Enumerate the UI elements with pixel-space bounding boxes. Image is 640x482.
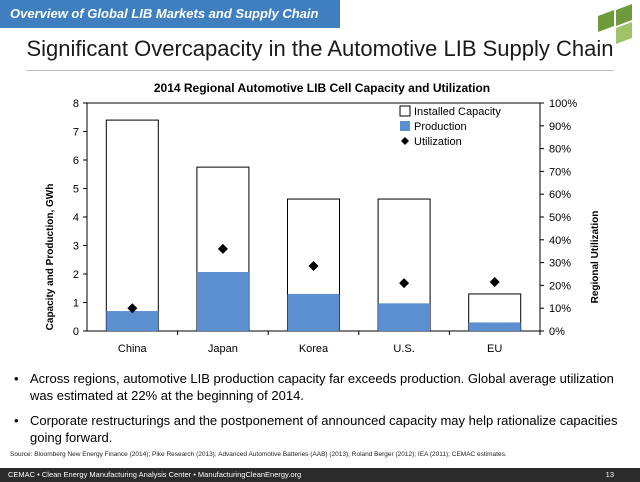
legend-label-utilization: Utilization <box>414 136 462 148</box>
y2-tick-label: 50% <box>549 212 571 224</box>
legend-marker-utilization <box>401 137 409 145</box>
bullet-icon: • <box>14 371 19 386</box>
bullet-item: • Corporate restructurings and the postp… <box>10 412 625 446</box>
x-tick-label: Japan <box>208 343 238 355</box>
production-bar <box>196 272 249 331</box>
bullet-text: Across regions, automotive LIB productio… <box>30 371 614 403</box>
footer-text: CEMAC • Clean Energy Manufacturing Analy… <box>8 470 302 479</box>
source-note: Source: Bloomberg New Energy Finance (20… <box>10 451 507 458</box>
y-tick-label: 4 <box>73 212 79 224</box>
utilization-marker <box>217 243 228 254</box>
x-tick-label: Korea <box>299 343 329 355</box>
production-bar <box>287 293 340 331</box>
y-tick-label: 7 <box>73 127 79 139</box>
legend-swatch-production <box>400 121 410 131</box>
y2-tick-label: 30% <box>549 258 571 270</box>
y-tick-label: 2 <box>73 269 79 281</box>
y2-axis-label: Regional Utilization <box>590 211 601 304</box>
legend-label-capacity: Installed Capacity <box>414 106 501 118</box>
slide-title: Significant Overcapacity in the Automoti… <box>26 36 614 61</box>
utilization-marker <box>489 276 500 287</box>
y-tick-label: 5 <box>73 184 79 196</box>
y2-tick-label: 0% <box>549 326 565 338</box>
y2-tick-label: 90% <box>549 121 571 133</box>
y2-tick-label: 10% <box>549 303 571 315</box>
y2-tick-label: 60% <box>549 189 571 201</box>
production-bar <box>378 303 431 331</box>
y2-tick-label: 70% <box>549 166 571 178</box>
production-bar <box>106 311 159 331</box>
y-tick-label: 0 <box>73 326 79 338</box>
section-banner-text: Overview of Global LIB Markets and Suppl… <box>10 6 319 21</box>
capacity-bar <box>105 119 159 332</box>
bullet-item: • Across regions, automotive LIB product… <box>10 370 625 404</box>
cemac-logo-icon <box>598 4 632 44</box>
bullet-text: Corporate restructurings and the postpon… <box>30 413 618 445</box>
footer-bar: CEMAC • Clean Energy Manufacturing Analy… <box>0 468 640 482</box>
utilization-marker <box>308 261 319 272</box>
y2-tick-label: 40% <box>549 235 571 247</box>
y2-tick-label: 20% <box>549 280 571 292</box>
y-tick-label: 8 <box>73 98 79 110</box>
legend-swatch-capacity <box>399 105 411 117</box>
capacity-utilization-chart: 2014 Regional Automotive LIB Cell Capaci… <box>45 81 601 355</box>
x-tick-label: EU <box>487 343 502 355</box>
utilization-marker <box>399 278 410 289</box>
y-axis-label: Capacity and Production, GWh <box>45 184 56 331</box>
bullet-icon: • <box>14 413 19 428</box>
y-tick-label: 6 <box>73 155 79 167</box>
y2-tick-label: 80% <box>549 144 571 156</box>
x-tick-label: China <box>118 343 148 355</box>
title-divider <box>26 70 614 71</box>
x-tick-label: U.S. <box>393 343 414 355</box>
legend-label-production: Production <box>414 121 467 133</box>
production-bar <box>468 322 521 331</box>
utilization-marker <box>127 303 138 314</box>
section-banner: Overview of Global LIB Markets and Suppl… <box>0 0 340 28</box>
y2-tick-label: 100% <box>549 98 577 110</box>
y-tick-label: 3 <box>73 241 79 253</box>
y-tick-label: 1 <box>73 298 79 310</box>
chart-title: 2014 Regional Automotive LIB Cell Capaci… <box>154 81 490 95</box>
bullet-list: • Across regions, automotive LIB product… <box>10 370 625 454</box>
page-number: 13 <box>605 470 614 479</box>
